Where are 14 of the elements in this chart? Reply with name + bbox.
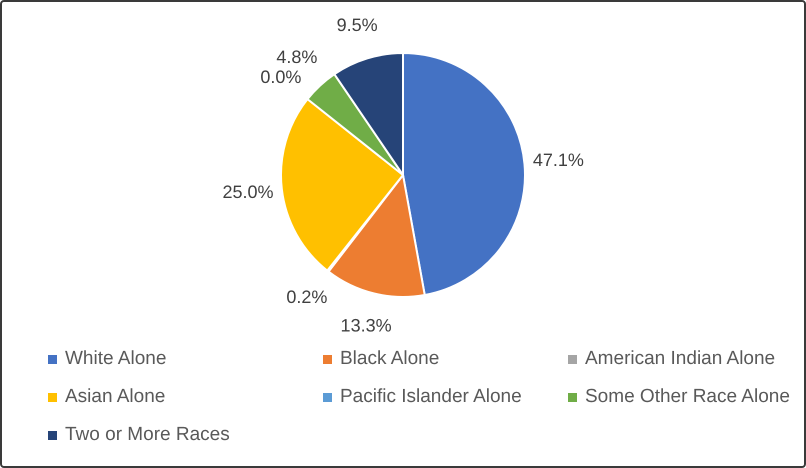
- legend-label: Asian Alone: [65, 386, 166, 408]
- data-label: 25.0%: [222, 182, 274, 202]
- legend-label: Two or More Races: [65, 424, 230, 446]
- legend-label: Pacific Islander Alone: [340, 386, 522, 408]
- data-label: 47.1%: [532, 150, 584, 170]
- data-label: 0.2%: [286, 286, 328, 307]
- data-label: 9.5%: [336, 14, 378, 35]
- legend-label: Black Alone: [340, 348, 440, 370]
- legend-label: White Alone: [65, 348, 166, 370]
- data-label: 4.8%: [276, 46, 318, 67]
- legend-label: Some Other Race Alone: [585, 386, 790, 408]
- text: 0.0%: [260, 66, 302, 87]
- data-label: 13.3%: [340, 316, 392, 336]
- legend-label: American Indian Alone: [585, 348, 776, 370]
